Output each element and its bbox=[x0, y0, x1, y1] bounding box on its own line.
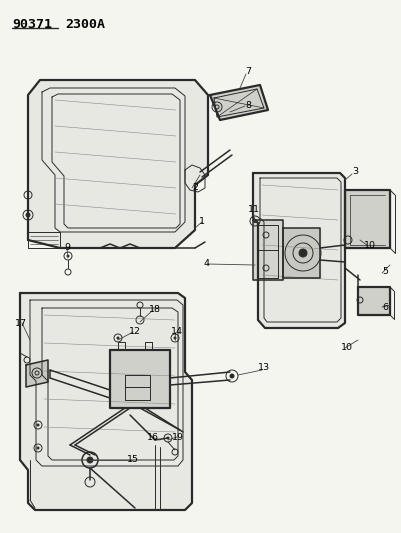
Polygon shape bbox=[20, 293, 192, 510]
Text: 12: 12 bbox=[129, 327, 141, 336]
Polygon shape bbox=[282, 228, 319, 278]
Polygon shape bbox=[209, 85, 267, 120]
Polygon shape bbox=[357, 287, 389, 315]
Polygon shape bbox=[26, 360, 48, 387]
Text: 10: 10 bbox=[340, 343, 352, 351]
Text: 2: 2 bbox=[192, 183, 198, 192]
Text: 11: 11 bbox=[247, 206, 259, 214]
Text: 1: 1 bbox=[198, 217, 205, 227]
Text: 13: 13 bbox=[257, 364, 269, 373]
Circle shape bbox=[173, 336, 176, 340]
Text: 10: 10 bbox=[363, 240, 375, 249]
Text: 6: 6 bbox=[381, 303, 387, 311]
Polygon shape bbox=[28, 80, 207, 248]
Circle shape bbox=[26, 213, 30, 217]
Text: 17: 17 bbox=[15, 319, 27, 327]
Text: 7: 7 bbox=[244, 68, 250, 77]
Circle shape bbox=[166, 437, 169, 440]
Circle shape bbox=[66, 254, 69, 257]
Text: 14: 14 bbox=[170, 327, 182, 336]
Text: 9: 9 bbox=[64, 244, 70, 253]
Circle shape bbox=[252, 219, 256, 223]
Polygon shape bbox=[110, 350, 170, 408]
Text: 90371: 90371 bbox=[12, 18, 52, 31]
Text: 15: 15 bbox=[127, 456, 139, 464]
Text: 4: 4 bbox=[203, 260, 209, 269]
Circle shape bbox=[36, 424, 39, 426]
Polygon shape bbox=[344, 190, 389, 248]
Text: 5: 5 bbox=[381, 268, 387, 277]
Text: 3: 3 bbox=[351, 167, 357, 176]
Polygon shape bbox=[252, 220, 282, 280]
Text: 16: 16 bbox=[147, 432, 159, 441]
Circle shape bbox=[36, 447, 39, 449]
Circle shape bbox=[116, 336, 119, 340]
Text: 8: 8 bbox=[244, 101, 250, 109]
Circle shape bbox=[229, 374, 234, 378]
Polygon shape bbox=[252, 173, 344, 328]
Text: 18: 18 bbox=[149, 305, 160, 314]
Text: 2300A: 2300A bbox=[65, 18, 105, 31]
Text: 19: 19 bbox=[172, 432, 184, 441]
Circle shape bbox=[87, 457, 93, 463]
Circle shape bbox=[298, 249, 306, 257]
